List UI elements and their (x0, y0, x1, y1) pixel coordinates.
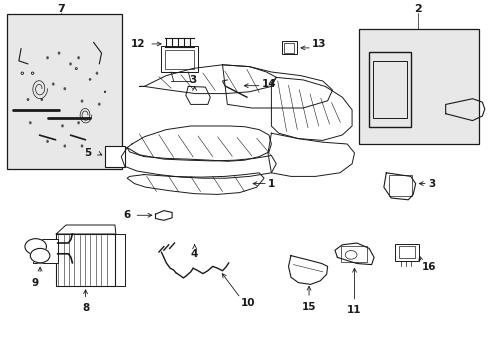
Polygon shape (41, 99, 42, 100)
Polygon shape (64, 145, 65, 147)
Bar (33, 239, 58, 263)
Polygon shape (98, 103, 100, 105)
Polygon shape (61, 125, 63, 127)
Text: 11: 11 (346, 305, 361, 315)
Text: 3: 3 (189, 75, 196, 85)
Circle shape (30, 248, 50, 263)
Bar (281, 41, 297, 54)
Text: 3: 3 (427, 179, 434, 189)
Text: 4: 4 (190, 249, 198, 259)
Bar (368, 52, 410, 127)
Polygon shape (58, 52, 60, 54)
Bar (56, 234, 115, 286)
Bar (372, 61, 406, 118)
Text: 2: 2 (413, 4, 421, 14)
Bar (394, 244, 418, 261)
Bar (359, 29, 478, 144)
Text: 5: 5 (84, 148, 92, 158)
Polygon shape (81, 100, 82, 102)
Text: 7: 7 (57, 4, 65, 14)
Circle shape (25, 239, 46, 255)
Text: 6: 6 (123, 210, 131, 220)
Text: 12: 12 (131, 39, 145, 49)
Bar (359, 29, 478, 144)
Bar (283, 43, 294, 53)
Bar (388, 175, 411, 196)
Polygon shape (52, 83, 54, 85)
Polygon shape (47, 57, 48, 59)
Polygon shape (78, 57, 79, 59)
Bar (398, 246, 414, 258)
Polygon shape (78, 122, 79, 123)
Text: 1: 1 (267, 179, 275, 189)
Bar (341, 246, 366, 262)
Polygon shape (81, 145, 82, 147)
Polygon shape (64, 88, 65, 90)
Polygon shape (96, 72, 98, 74)
Polygon shape (47, 140, 48, 142)
Text: 9: 9 (32, 278, 39, 288)
Bar (7, 14, 122, 169)
Bar (105, 146, 124, 167)
Bar (7, 14, 122, 169)
Polygon shape (27, 99, 29, 100)
Polygon shape (29, 122, 31, 123)
Bar (165, 50, 193, 69)
Text: 15: 15 (301, 302, 316, 312)
Text: 10: 10 (240, 298, 255, 308)
Text: 14: 14 (261, 78, 276, 89)
Text: 13: 13 (311, 39, 326, 49)
Text: 8: 8 (82, 303, 89, 313)
Bar (161, 46, 198, 72)
Text: 16: 16 (421, 262, 435, 272)
Polygon shape (70, 63, 71, 65)
